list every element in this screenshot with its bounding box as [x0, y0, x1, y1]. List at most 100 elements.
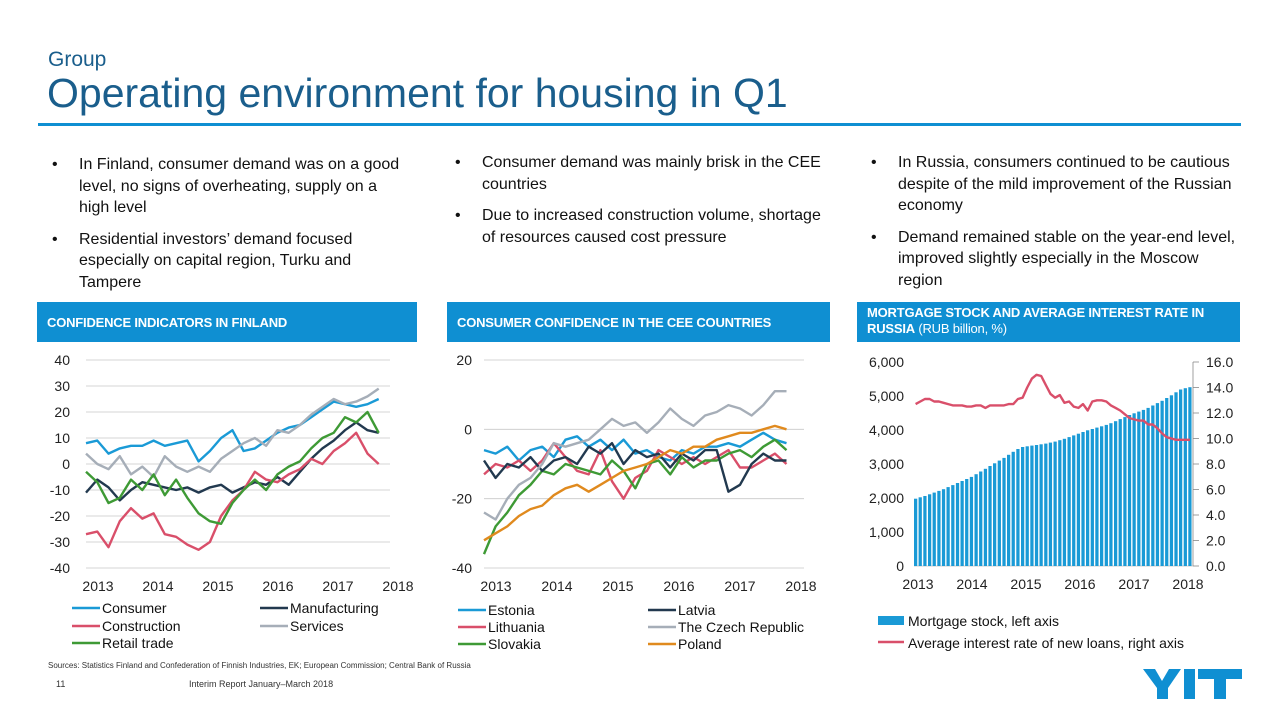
- report-name: Interim Report January–March 2018: [189, 679, 334, 689]
- y-tick-label: -30: [50, 534, 70, 550]
- mortgage-bar: [1007, 454, 1011, 566]
- mortgage-bar: [1174, 392, 1178, 566]
- mortgage-bar: [1067, 437, 1071, 566]
- y-tick-label: 0: [62, 456, 70, 472]
- chart-finland: 40 30 20 10 0 -10 -20 -30 -40 2013 2014 2015 2016 201…: [50, 352, 414, 651]
- mortgage-bar: [1076, 433, 1081, 566]
- x-tick-label: 2017: [322, 578, 353, 594]
- y-tick-label-right: 12.0: [1206, 405, 1233, 421]
- y-tick-label-left: 1,000: [869, 524, 904, 540]
- x-tick-label: 2016: [1064, 576, 1095, 592]
- legend-label: Services: [290, 618, 344, 634]
- bullets-russia: In Russia, consumers continued to be cau…: [866, 152, 1236, 301]
- mortgage-bar: [1109, 423, 1113, 566]
- interest-rate-line: [915, 373, 1190, 441]
- page-number: 11: [56, 679, 66, 689]
- chart-header-russia-bold: MORTGAGE STOCK AND AVERAGE INTEREST RATE…: [867, 305, 1205, 336]
- mortgage-bar: [951, 485, 955, 566]
- x-tick-label: 2016: [663, 578, 694, 594]
- x-tick-label: 2015: [602, 578, 633, 594]
- legend-label: Lithuania: [488, 619, 545, 635]
- y-tick-label-left: 3,000: [869, 456, 904, 472]
- chart-header-russia: MORTGAGE STOCK AND AVERAGE INTEREST RATE…: [857, 302, 1240, 342]
- x-tick-label: 2018: [785, 578, 816, 594]
- mortgage-bar: [974, 474, 978, 566]
- mortgage-bar: [983, 468, 988, 566]
- y-tick-label-right: 8.0: [1206, 456, 1226, 472]
- x-tick-label: 2018: [382, 578, 413, 594]
- chart-header-finland: CONFIDENCE INDICATORS IN FINLAND: [37, 302, 417, 342]
- mortgage-bar: [1100, 426, 1104, 566]
- legend-label: Mortgage stock, left axis: [908, 613, 1059, 629]
- mortgage-bar: [979, 471, 983, 566]
- mortgage-bar: [1179, 389, 1183, 566]
- series-line: [483, 442, 788, 500]
- x-tick-label: 2015: [202, 578, 233, 594]
- y-tick-label: 0: [464, 421, 472, 437]
- y-tick-label: 30: [54, 378, 70, 394]
- mortgage-bar: [1188, 387, 1192, 566]
- legend-label: Manufacturing: [290, 600, 379, 616]
- mortgage-bar: [1137, 411, 1141, 566]
- legend-label: Poland: [678, 636, 722, 652]
- x-tick-label: 2015: [1010, 576, 1041, 592]
- mortgage-bar: [1169, 395, 1174, 566]
- chart-russia: 6,000 5,000 4,000 3,000 2,000 1,000 0 16.0 14.0 1…: [869, 354, 1234, 651]
- legend-label: Consumer: [102, 600, 167, 616]
- mortgage-bar: [1062, 438, 1067, 566]
- mortgage-bar: [1151, 405, 1155, 566]
- chart-header-russia-unit: (RUB billion, %): [914, 321, 1007, 336]
- x-tick-label: 2014: [142, 578, 173, 594]
- bullet-item: Residential investors’ demand focused es…: [47, 229, 407, 294]
- x-tick-label: 2018: [1172, 576, 1203, 592]
- x-tick-label: 2017: [724, 578, 755, 594]
- mortgage-bar: [1086, 430, 1090, 566]
- mortgage-bar: [932, 492, 936, 566]
- series-line: [483, 424, 787, 542]
- x-tick-label: 2013: [82, 578, 113, 594]
- mortgage-bar: [1002, 457, 1006, 566]
- mortgage-bar: [937, 490, 941, 566]
- mortgage-bar: [993, 463, 997, 566]
- mortgage-bar: [1183, 388, 1187, 566]
- y-tick-label-right: 0.0: [1206, 558, 1226, 574]
- mortgage-bar: [997, 460, 1001, 566]
- x-tick-label: 2017: [1118, 576, 1149, 592]
- mortgage-bar: [941, 489, 946, 566]
- mortgage-bar: [1030, 445, 1034, 566]
- mortgage-bar: [1104, 424, 1108, 566]
- mortgage-bar: [1081, 432, 1085, 566]
- section-label: Group: [48, 48, 107, 71]
- mortgage-bar: [955, 483, 960, 566]
- y-tick-label: -40: [452, 560, 472, 576]
- mortgage-bar: [1155, 403, 1160, 566]
- chart-header-cee: CONSUMER CONFIDENCE IN THE CEE COUNTRIES: [447, 302, 830, 342]
- mortgage-bar: [1160, 400, 1164, 566]
- legend-swatch: [878, 616, 904, 625]
- mortgage-bar: [965, 479, 969, 566]
- series-line: [85, 410, 380, 525]
- mortgage-bar: [1025, 446, 1029, 566]
- y-tick-label: -40: [50, 560, 70, 576]
- series-line: [482, 438, 788, 555]
- y-tick-label: 10: [54, 430, 70, 446]
- mortgage-bar: [1072, 435, 1076, 566]
- mortgage-bar: [1165, 398, 1169, 566]
- mortgage-bar: [1016, 449, 1020, 566]
- mortgage-bar: [1048, 442, 1053, 566]
- y-tick-label-right: 4.0: [1206, 507, 1226, 523]
- mortgage-bar: [1127, 415, 1132, 566]
- x-tick-label: 2014: [956, 576, 987, 592]
- bullet-item: Consumer demand was mainly brisk in the …: [450, 152, 830, 195]
- series-line: [85, 397, 380, 463]
- y-tick-label: 20: [456, 352, 472, 368]
- page-title: Operating environment for housing in Q1: [47, 70, 788, 116]
- mortgage-bar: [928, 494, 932, 566]
- x-tick-label: 2013: [902, 576, 933, 592]
- bullets-finland: In Finland, consumer demand was on a goo…: [47, 154, 407, 303]
- mortgage-bar: [1058, 440, 1062, 566]
- series-line: [483, 431, 787, 462]
- mortgage-bar: [1141, 409, 1146, 566]
- title-divider: [38, 123, 1241, 126]
- mortgage-bar: [1034, 445, 1039, 566]
